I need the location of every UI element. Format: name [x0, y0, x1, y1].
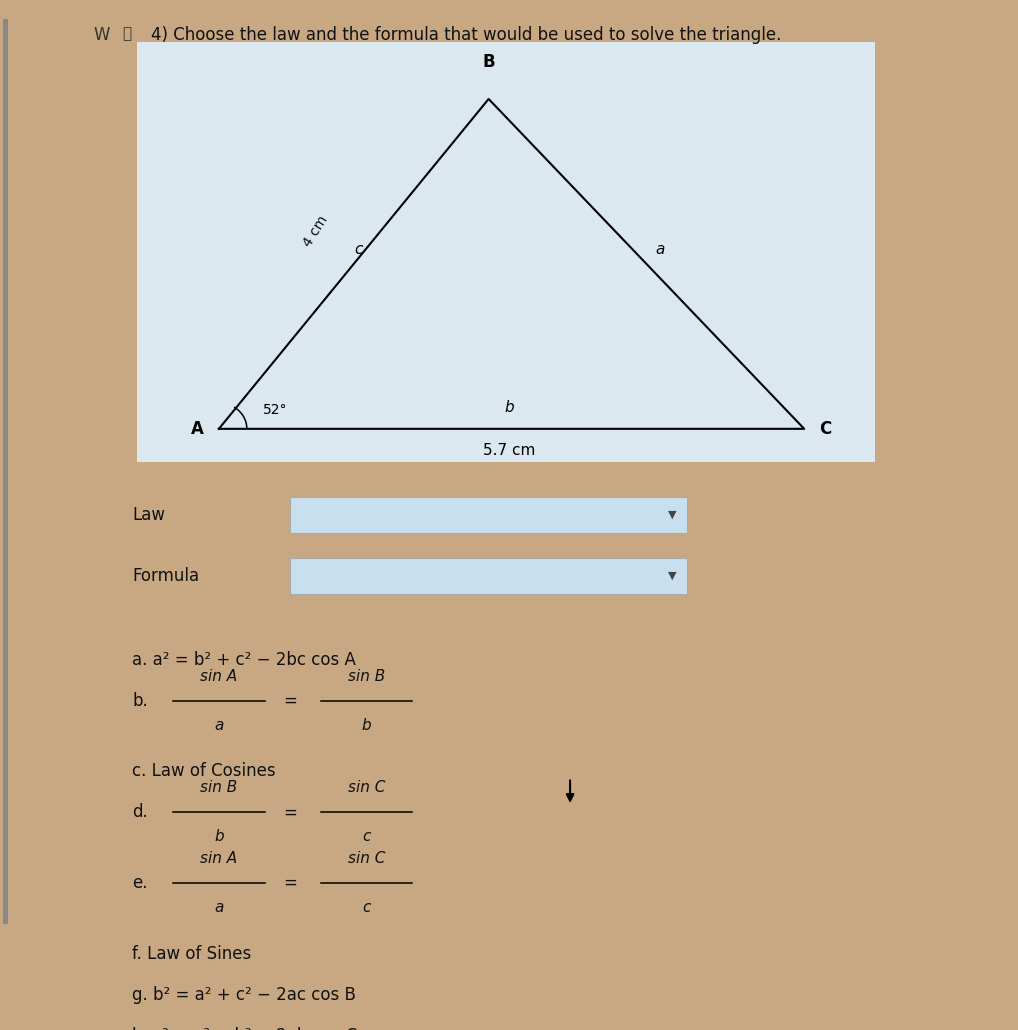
Text: d.: d. [132, 803, 148, 821]
Text: B: B [483, 53, 495, 71]
Bar [290, 496, 687, 533]
Text: =: = [283, 803, 297, 821]
Text: f. Law of Sines: f. Law of Sines [132, 945, 251, 963]
Text: h. c² = a² + b² − 2ab cos C: h. c² = a² + b² − 2ab cos C [132, 1027, 357, 1030]
Text: c: c [354, 242, 362, 258]
Text: =: = [283, 692, 297, 710]
Text: Formula: Formula [132, 566, 200, 585]
Text: ▼: ▼ [668, 571, 676, 581]
Text: c: c [362, 829, 371, 845]
Text: sin A: sin A [201, 668, 237, 684]
Bar [137, 42, 875, 461]
Text: sin C: sin C [348, 781, 385, 795]
Text: 4) Choose the law and the formula that would be used to solve the triangle.: 4) Choose the law and the formula that w… [151, 27, 781, 44]
Text: a. a² = b² + c² − 2bc cos A: a. a² = b² + c² − 2bc cos A [132, 651, 356, 668]
Text: ⎗: ⎗ [122, 27, 131, 41]
Text: 4 cm: 4 cm [300, 212, 331, 249]
Text: 5.7 cm: 5.7 cm [483, 443, 535, 458]
Text: W: W [94, 27, 110, 44]
Text: sin C: sin C [348, 851, 385, 866]
Text: sin A: sin A [201, 851, 237, 866]
Text: 52°: 52° [263, 403, 287, 417]
Text: a: a [214, 718, 224, 732]
Text: g. b² = a² + c² − 2ac cos B: g. b² = a² + c² − 2ac cos B [132, 986, 356, 1004]
Text: c. Law of Cosines: c. Law of Cosines [132, 762, 276, 781]
Text: a: a [214, 900, 224, 915]
Text: =: = [283, 874, 297, 892]
Text: ▼: ▼ [668, 510, 676, 519]
Text: c: c [362, 900, 371, 915]
Text: b.: b. [132, 692, 148, 710]
Text: Law: Law [132, 506, 165, 523]
Text: b: b [214, 829, 224, 845]
Bar [290, 558, 687, 593]
Text: e.: e. [132, 874, 148, 892]
Text: A: A [190, 420, 204, 438]
Text: a: a [655, 242, 665, 258]
Text: sin B: sin B [201, 781, 237, 795]
Text: C: C [819, 420, 832, 438]
Text: b: b [504, 400, 514, 415]
Text: sin B: sin B [348, 668, 385, 684]
Text: b: b [361, 718, 372, 732]
Bar [3, 19, 8, 924]
